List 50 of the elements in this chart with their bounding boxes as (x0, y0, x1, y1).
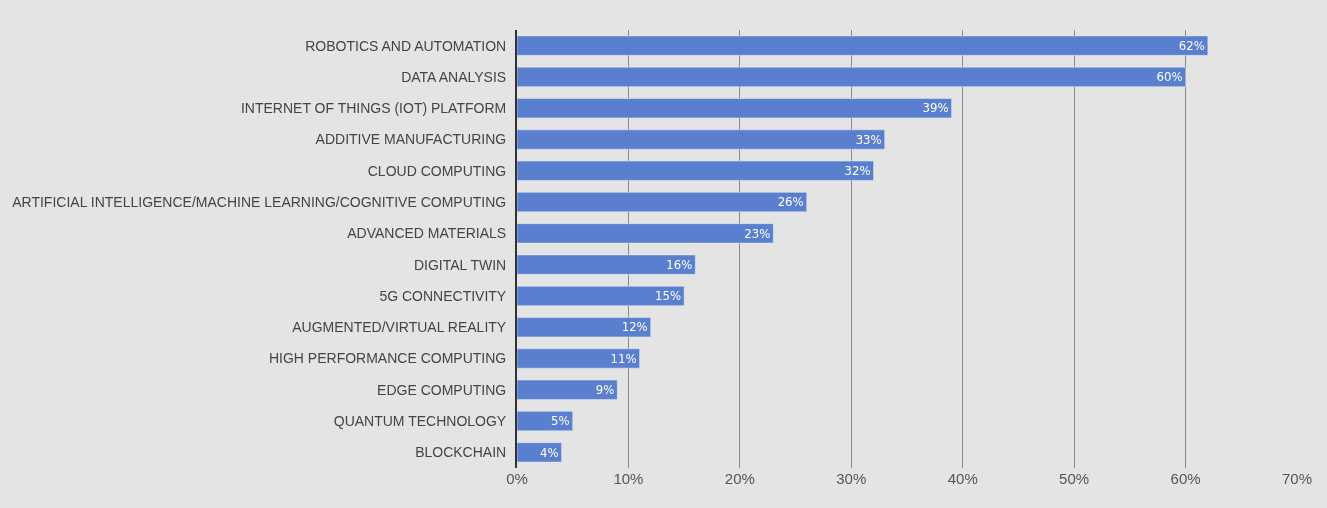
y-tick-label: ADVANCED MATERIALS (347, 225, 507, 242)
bar (517, 348, 640, 369)
y-tick-label: INTERNET OF THINGS (IOT) PLATFORM (240, 100, 507, 117)
data-label: 11% (610, 351, 637, 366)
bar (517, 442, 562, 463)
y-tick-label: ARTIFICIAL INTELLIGENCE/MACHINE LEARNING/COGNITIVE COMPUTING (12, 193, 507, 210)
x-tick-label: 30% (836, 470, 867, 487)
data-label: 33% (855, 132, 882, 147)
y-tick-label: DATA ANALYSIS (401, 68, 507, 85)
y-tick-label: 5G CONNECTIVITY (379, 287, 507, 304)
data-label: 26% (777, 195, 804, 210)
y-tick-label: ROBOTICS AND AUTOMATION (305, 37, 507, 54)
bar (517, 317, 651, 338)
y-tick-label: AUGMENTED/VIRTUAL REALITY (292, 319, 507, 336)
bar (517, 129, 885, 150)
bar (517, 98, 952, 119)
y-tick-label: CLOUD COMPUTING (367, 162, 507, 179)
data-label: 39% (922, 101, 949, 116)
y-tick-label: BLOCKCHAIN (415, 444, 507, 461)
bar (517, 411, 573, 432)
x-tick-label: 70% (1281, 470, 1313, 487)
bar (517, 192, 807, 213)
x-tick-label: 0% (506, 470, 528, 487)
data-label: 9% (595, 382, 615, 397)
y-tick-label: DIGITAL TWIN (413, 256, 507, 273)
bar (517, 160, 874, 181)
y-tick-label: HIGH PERFORMANCE COMPUTING (268, 350, 507, 367)
data-label: 12% (621, 320, 648, 335)
data-label: 5% (551, 414, 570, 429)
bar (517, 285, 685, 306)
x-tick-label: 10% (613, 470, 644, 487)
data-label: 4% (539, 445, 559, 460)
data-label: 23% (744, 226, 771, 241)
data-label: 62% (1178, 38, 1205, 53)
data-label: 60% (1156, 70, 1183, 85)
data-label: 16% (666, 257, 693, 272)
x-tick-label: 40% (947, 470, 978, 487)
x-tick-label: 50% (1059, 470, 1090, 487)
x-tick-label: 20% (724, 470, 755, 487)
x-tick-label: 60% (1170, 470, 1201, 487)
y-tick-label: EDGE COMPUTING (377, 381, 507, 398)
bar (517, 254, 696, 275)
y-tick-label: ADDITIVE MANUFACTURING (315, 131, 507, 148)
data-label: 15% (655, 289, 682, 304)
bar (517, 223, 774, 244)
bar (517, 66, 1186, 87)
bar (517, 379, 618, 400)
data-label: 32% (844, 163, 871, 178)
y-tick-label: QUANTUM TECHNOLOGY (333, 412, 507, 429)
bar (517, 35, 1209, 56)
